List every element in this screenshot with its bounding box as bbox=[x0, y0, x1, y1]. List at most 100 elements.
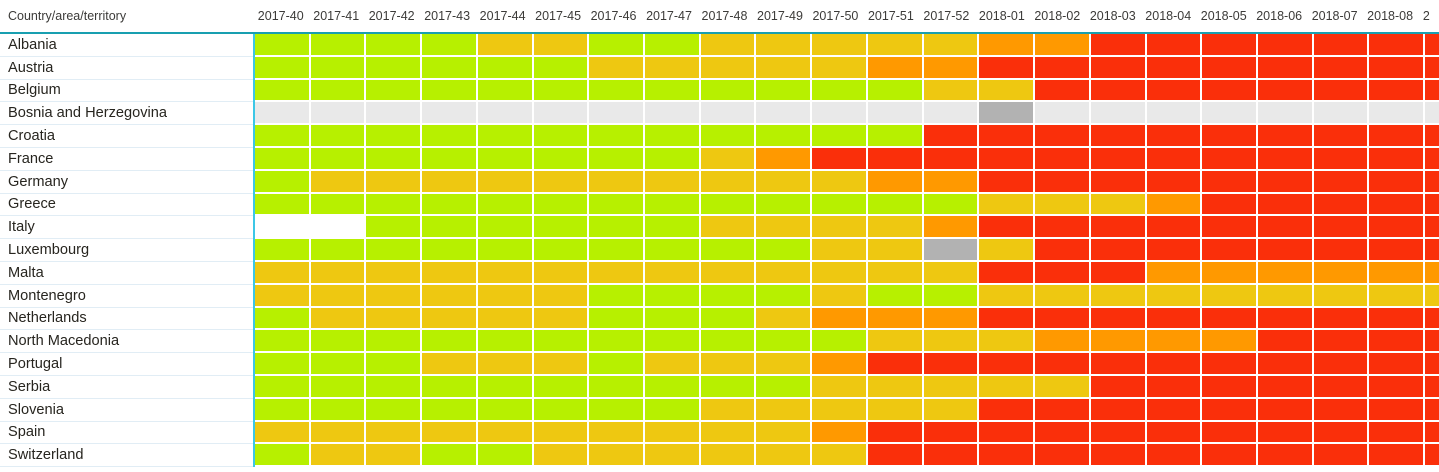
heatmap-cell-green[interactable] bbox=[867, 193, 924, 217]
heatmap-cell-yellow[interactable] bbox=[979, 330, 1036, 354]
heatmap-cell-yellow[interactable] bbox=[867, 330, 924, 354]
heatmap-cell-red[interactable] bbox=[1313, 444, 1370, 468]
heatmap-cell-red[interactable] bbox=[1257, 353, 1314, 376]
heatmap-cell-green[interactable] bbox=[310, 193, 367, 217]
heatmap-cell-green[interactable] bbox=[255, 125, 311, 148]
heatmap-cell-green[interactable] bbox=[366, 125, 423, 148]
heatmap-cell-green[interactable] bbox=[645, 147, 701, 171]
heatmap-cell-yellow[interactable] bbox=[700, 421, 757, 445]
row-label[interactable]: France bbox=[0, 148, 253, 171]
heatmap-cell-red[interactable] bbox=[1035, 125, 1091, 148]
heatmap-cell-partial-red[interactable] bbox=[1425, 239, 1439, 262]
heatmap-cell-partial-red[interactable] bbox=[1425, 444, 1439, 468]
heatmap-cell-green[interactable] bbox=[700, 307, 757, 331]
heatmap-cell-partial-red[interactable] bbox=[1425, 193, 1439, 217]
heatmap-cell-red[interactable] bbox=[1090, 147, 1147, 171]
heatmap-cell-light-gray[interactable] bbox=[310, 102, 367, 126]
heatmap-cell-orange[interactable] bbox=[867, 56, 924, 80]
heatmap-cell-red[interactable] bbox=[1369, 216, 1426, 240]
heatmap-cell-green[interactable] bbox=[756, 330, 813, 354]
heatmap-cell-red[interactable] bbox=[867, 444, 924, 468]
heatmap-cell-green[interactable] bbox=[310, 239, 367, 262]
heatmap-cell-green[interactable] bbox=[589, 284, 646, 308]
heatmap-cell-yellow[interactable] bbox=[366, 444, 423, 468]
heatmap-cell-red[interactable] bbox=[1035, 398, 1091, 422]
heatmap-cell-red[interactable] bbox=[1090, 261, 1147, 285]
heatmap-cell-red[interactable] bbox=[1146, 444, 1203, 468]
heatmap-cell-yellow[interactable] bbox=[979, 375, 1036, 399]
heatmap-cell-green[interactable] bbox=[255, 307, 311, 331]
heatmap-cell-light-gray[interactable] bbox=[533, 102, 590, 126]
heatmap-cell-green[interactable] bbox=[366, 330, 423, 354]
heatmap-cell-yellow[interactable] bbox=[867, 216, 924, 240]
heatmap-cell-green[interactable] bbox=[477, 239, 534, 262]
heatmap-cell-red[interactable] bbox=[1146, 147, 1203, 171]
heatmap-cell-yellow[interactable] bbox=[979, 284, 1036, 308]
heatmap-cell-red[interactable] bbox=[979, 216, 1036, 240]
heatmap-cell-yellow[interactable] bbox=[422, 353, 478, 376]
heatmap-cell-green[interactable] bbox=[533, 147, 590, 171]
row-dimension-header[interactable]: Country/area/territory bbox=[8, 9, 127, 23]
heatmap-cell-orange[interactable] bbox=[867, 170, 924, 194]
heatmap-cell-red[interactable] bbox=[1313, 375, 1370, 399]
week-column-header[interactable]: 2017-40 bbox=[257, 9, 304, 23]
heatmap-cell-red[interactable] bbox=[1369, 239, 1426, 262]
heatmap-cell-partial-red[interactable] bbox=[1425, 170, 1439, 194]
heatmap-cell-red[interactable] bbox=[1146, 56, 1203, 80]
heatmap-cell-partial-red[interactable] bbox=[1425, 421, 1439, 445]
heatmap-cell-orange[interactable] bbox=[1146, 261, 1203, 285]
heatmap-cell-orange[interactable] bbox=[1146, 193, 1203, 217]
heatmap-cell-orange[interactable] bbox=[812, 353, 868, 376]
heatmap-cell-green[interactable] bbox=[422, 79, 478, 103]
heatmap-cell-yellow[interactable] bbox=[1257, 284, 1314, 308]
heatmap-cell-red[interactable] bbox=[1369, 375, 1426, 399]
heatmap-cell-green[interactable] bbox=[255, 79, 311, 103]
heatmap-cell-green[interactable] bbox=[422, 56, 478, 80]
row-label[interactable]: Montenegro bbox=[0, 285, 253, 308]
heatmap-cell-red[interactable] bbox=[979, 56, 1036, 80]
heatmap-cell-red[interactable] bbox=[1369, 307, 1426, 331]
row-label[interactable]: Belgium bbox=[0, 80, 253, 103]
heatmap-cell-yellow[interactable] bbox=[756, 216, 813, 240]
heatmap-cell-partial-red[interactable] bbox=[1425, 375, 1439, 399]
heatmap-cell-yellow[interactable] bbox=[310, 307, 367, 331]
heatmap-cell-red[interactable] bbox=[1035, 261, 1091, 285]
heatmap-cell-yellow[interactable] bbox=[533, 261, 590, 285]
heatmap-cell-yellow[interactable] bbox=[756, 261, 813, 285]
heatmap-cell-red[interactable] bbox=[1146, 353, 1203, 376]
heatmap-cell-light-gray[interactable] bbox=[477, 102, 534, 126]
heatmap-cell-light-gray[interactable] bbox=[1202, 102, 1258, 126]
heatmap-cell-red[interactable] bbox=[1090, 398, 1147, 422]
heatmap-cell-yellow[interactable] bbox=[533, 34, 590, 57]
row-label[interactable]: Bosnia and Herzegovina bbox=[0, 102, 253, 126]
heatmap-cell-red[interactable] bbox=[1313, 147, 1370, 171]
heatmap-cell-green[interactable] bbox=[477, 375, 534, 399]
heatmap-cell-green[interactable] bbox=[867, 79, 924, 103]
heatmap-cell-green[interactable] bbox=[700, 284, 757, 308]
heatmap-cell-green[interactable] bbox=[366, 216, 423, 240]
heatmap-cell-orange[interactable] bbox=[1313, 261, 1370, 285]
heatmap-cell-yellow[interactable] bbox=[1035, 375, 1091, 399]
heatmap-cell-green[interactable] bbox=[700, 193, 757, 217]
heatmap-cell-yellow[interactable] bbox=[645, 353, 701, 376]
heatmap-cell-red[interactable] bbox=[1202, 56, 1258, 80]
heatmap-cell-red[interactable] bbox=[1257, 193, 1314, 217]
heatmap-cell-yellow[interactable] bbox=[812, 239, 868, 262]
heatmap-cell-white[interactable] bbox=[255, 216, 311, 240]
heatmap-cell-green[interactable] bbox=[589, 307, 646, 331]
heatmap-cell-red[interactable] bbox=[1090, 353, 1147, 376]
heatmap-cell-yellow[interactable] bbox=[422, 170, 478, 194]
heatmap-cell-partial-red[interactable] bbox=[1425, 353, 1439, 376]
heatmap-cell-red[interactable] bbox=[1313, 216, 1370, 240]
heatmap-cell-light-gray[interactable] bbox=[1257, 102, 1314, 126]
heatmap-cell-green[interactable] bbox=[812, 125, 868, 148]
heatmap-cell-green[interactable] bbox=[533, 56, 590, 80]
heatmap-cell-light-gray[interactable] bbox=[700, 102, 757, 126]
heatmap-cell-yellow[interactable] bbox=[366, 170, 423, 194]
heatmap-cell-light-gray[interactable] bbox=[923, 102, 980, 126]
heatmap-cell-green[interactable] bbox=[700, 239, 757, 262]
heatmap-cell-green[interactable] bbox=[533, 193, 590, 217]
heatmap-cell-red[interactable] bbox=[1257, 421, 1314, 445]
heatmap-cell-orange[interactable] bbox=[1202, 261, 1258, 285]
heatmap-cell-red[interactable] bbox=[923, 147, 980, 171]
